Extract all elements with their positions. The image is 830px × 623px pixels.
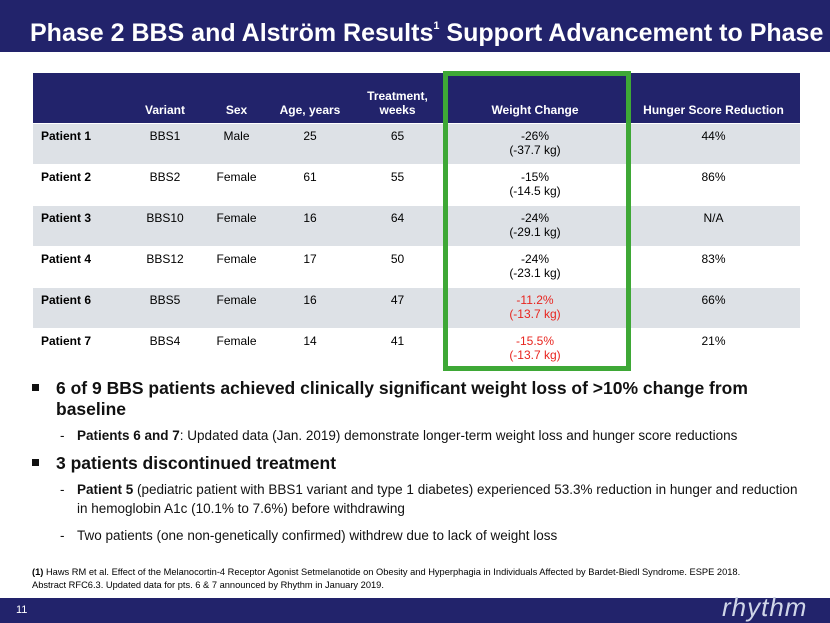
cell: BBS4 <box>125 328 205 370</box>
cell: Female <box>205 205 268 247</box>
weight-pct: -26% <box>520 129 549 143</box>
weight-cell: -24% (-23.1 kg) <box>443 246 627 288</box>
cell: 17 <box>268 246 352 288</box>
title-end: Support Advancement to Phase 3 <box>439 19 830 47</box>
sub-bullet-bold: Patients 6 and 7 <box>77 428 180 443</box>
cell: 64 <box>352 205 443 247</box>
cell: N/A <box>627 205 800 247</box>
cell: Female <box>205 328 268 370</box>
cell: 83% <box>627 246 800 288</box>
weight-kg: (-13.7 kg) <box>509 348 561 362</box>
page-number: 11 <box>16 604 28 616</box>
weight-kg: (-23.1 kg) <box>509 266 561 280</box>
table-row: Patient 1 BBS1 Male 25 65 -26% (-37.7 kg) 44% <box>33 123 800 165</box>
sub-bullet-text: (pediatric patient with BBS1 variant and… <box>77 482 798 516</box>
footnote-marker: (1) <box>32 567 44 577</box>
column-header: Treatment, weeks <box>352 73 443 124</box>
weight-pct: -15.5% <box>515 334 555 348</box>
column-header: Variant <box>125 73 205 124</box>
cell: 66% <box>627 287 800 329</box>
cell: 14 <box>268 328 352 370</box>
bullet: 6 of 9 BBS patients achieved clinically … <box>30 378 810 420</box>
cell: BBS5 <box>125 287 205 329</box>
table-row: Patient 3 BBS10 Female 16 64 -24% (-29.1 kg) N/… <box>33 205 800 247</box>
weight-pct: -24% <box>520 211 549 225</box>
logo: rhythm <box>722 592 808 622</box>
weight-cell: -26% (-37.7 kg) <box>443 123 627 165</box>
weight-kg: (-14.5 kg) <box>509 184 561 198</box>
table-row: Patient 4 BBS12 Female 17 50 -24% (-23.1 kg) 83… <box>33 246 800 288</box>
weight-cell: -24% (-29.1 kg) <box>443 205 627 247</box>
results-table: Variant Sex Age, years Treatment, weeks Weig… <box>33 73 800 370</box>
bullet: 3 patients discontinued treatment <box>30 453 810 474</box>
cell: Patient 7 <box>33 328 125 370</box>
column-header: Hunger Score Reduction <box>627 73 800 124</box>
cell: Female <box>205 246 268 288</box>
table-row: Patient 7 BBS4 Female 14 41 -15.5% (-13.7 kg) 2… <box>33 328 800 370</box>
cell: Female <box>205 287 268 329</box>
bullets: 6 of 9 BBS patients achieved clinically … <box>30 378 810 553</box>
cell: Female <box>205 164 268 206</box>
title: Phase 2 BBS and Alström Results <box>30 19 434 47</box>
cell: Patient 6 <box>33 287 125 329</box>
cell: Patient 1 <box>33 123 125 165</box>
weight-cell: -11.2% (-13.7 kg) <box>443 287 627 329</box>
cell: 41 <box>352 328 443 370</box>
sub-bullet-text: : Updated data (Jan. 2019) demonstrate l… <box>179 428 738 443</box>
column-header <box>33 73 125 124</box>
cell: 25 <box>268 123 352 165</box>
cell: BBS2 <box>125 164 205 206</box>
weight-pct: -24% <box>520 252 549 266</box>
cell: BBS1 <box>125 123 205 165</box>
title-bar: Phase 2 BBS and Alström Results1 Support… <box>0 0 830 52</box>
column-header: Age, years <box>268 73 352 124</box>
highlight-box <box>443 71 631 371</box>
cell: 21% <box>627 328 800 370</box>
weight-cell: -15% (-14.5 kg) <box>443 164 627 206</box>
cell: Male <box>205 123 268 165</box>
weight-kg: (-37.7 kg) <box>509 143 561 157</box>
table-row: Patient 6 BBS5 Female 16 47 -11.2% (-13.7 kg) 6… <box>33 287 800 329</box>
footnote-text: Haws RM et al. Effect of the Melanocorti… <box>32 567 741 590</box>
weight-kg: (-29.1 kg) <box>509 225 561 239</box>
table-row: Patient 2 BBS2 Female 61 55 -15% (-14.5 kg) 86% <box>33 164 800 206</box>
sub-bullet: Patient 5 (pediatric patient with BBS1 v… <box>60 480 810 518</box>
cell: 44% <box>627 123 800 165</box>
cell: 86% <box>627 164 800 206</box>
footnote: (1) Haws RM et al. Effect of the Melanoc… <box>32 566 752 592</box>
cell: BBS10 <box>125 205 205 247</box>
sub-bullet-text: Two patients (one non-genetically confir… <box>77 528 558 543</box>
weight-pct: -11.2% <box>516 293 554 307</box>
sub-bullet: Two patients (one non-genetically confir… <box>60 526 810 545</box>
cell: 47 <box>352 287 443 329</box>
weight-kg: (-13.7 kg) <box>509 307 561 321</box>
cell: Patient 4 <box>33 246 125 288</box>
cell: 61 <box>268 164 352 206</box>
cell: 16 <box>268 205 352 247</box>
cell: 55 <box>352 164 443 206</box>
cell: BBS12 <box>125 246 205 288</box>
footer-bar <box>0 598 830 623</box>
column-header: Sex <box>205 73 268 124</box>
sub-bullet-bold: Patient 5 <box>77 482 134 497</box>
weight-cell: -15.5% (-13.7 kg) <box>443 328 627 370</box>
cell: Patient 2 <box>33 164 125 206</box>
cell: Patient 3 <box>33 205 125 247</box>
column-header: Weight Change <box>443 73 627 124</box>
sub-bullet: Patients 6 and 7: Updated data (Jan. 201… <box>60 426 810 445</box>
cell: 50 <box>352 246 443 288</box>
title-sup: 1 <box>433 20 440 32</box>
cell: 65 <box>352 123 443 165</box>
weight-pct: -15% <box>520 170 549 184</box>
cell: 16 <box>268 287 352 329</box>
